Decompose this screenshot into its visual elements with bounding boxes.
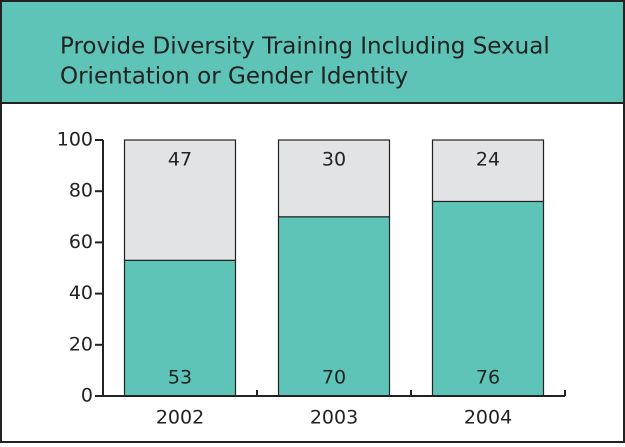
bar-segment xyxy=(431,139,545,203)
y-tick-label: 20 xyxy=(69,333,93,355)
y-tick-label: 100 xyxy=(57,129,93,151)
y-tick-label: 80 xyxy=(69,180,93,202)
bar-segment xyxy=(277,139,391,218)
x-tick-label: 2003 xyxy=(310,407,358,429)
header xyxy=(0,0,625,104)
y-tick-label: 40 xyxy=(69,282,93,304)
data-label: 30 xyxy=(322,149,346,171)
x-tick-label: 2002 xyxy=(156,407,204,429)
data-label: 70 xyxy=(322,367,346,389)
data-label: 76 xyxy=(476,367,500,389)
bar-segment xyxy=(277,216,391,397)
bar-segment xyxy=(123,259,237,397)
chart-title-line: Orientation or Gender Identity xyxy=(60,64,408,90)
y-tick-label: 0 xyxy=(81,385,93,407)
data-label: 47 xyxy=(168,149,192,171)
bar-segment xyxy=(123,139,237,261)
x-tick-label: 2004 xyxy=(464,407,512,429)
data-label: 53 xyxy=(168,367,192,389)
y-tick-label: 60 xyxy=(69,231,93,253)
chart-title-line: Provide Diversity Training Including Sex… xyxy=(60,34,550,60)
data-label: 24 xyxy=(476,149,500,171)
